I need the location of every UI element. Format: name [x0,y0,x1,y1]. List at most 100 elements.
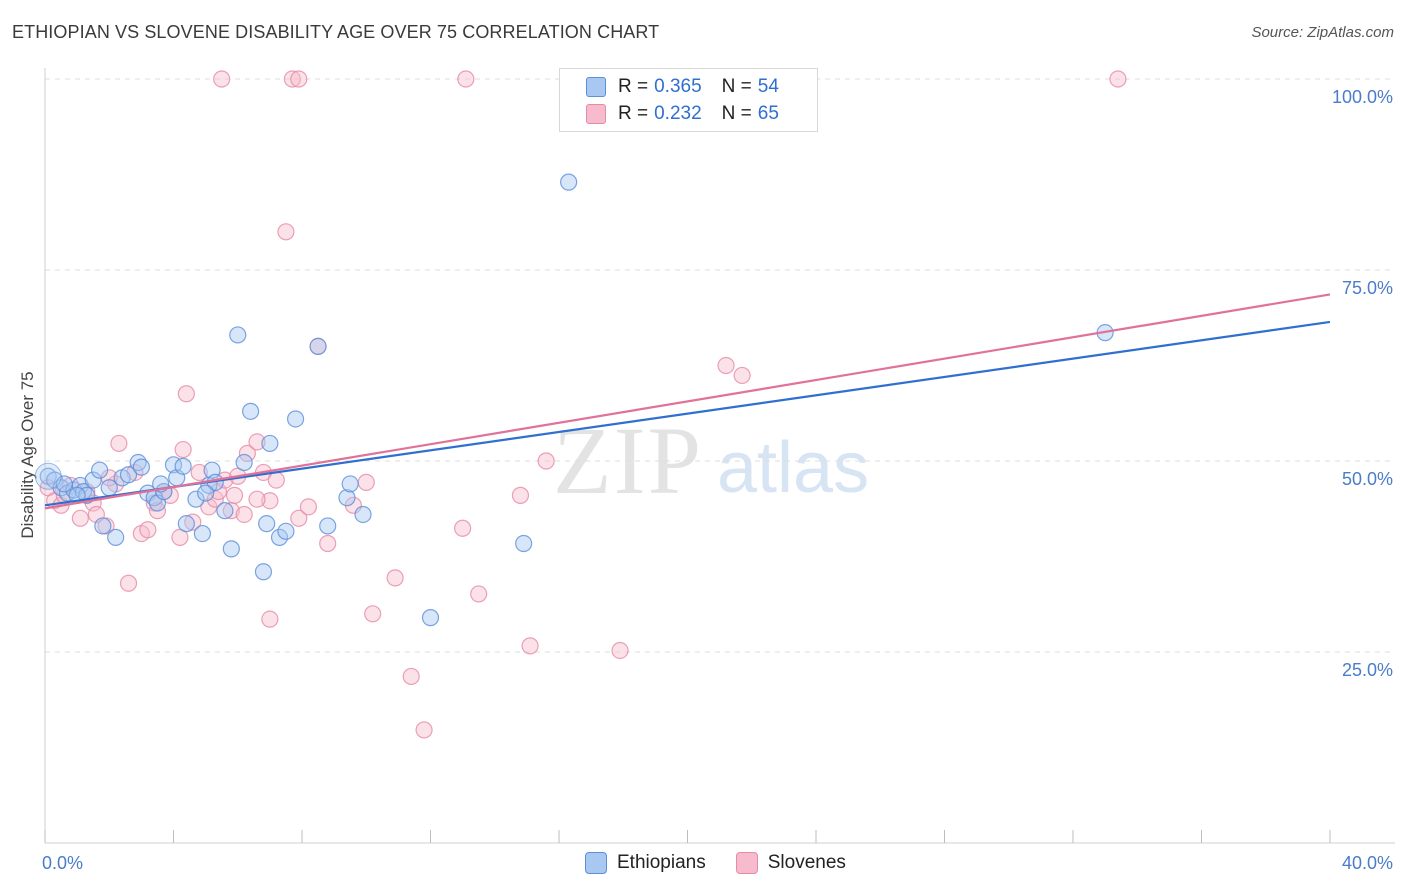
data-point [193,524,212,543]
data-point [454,519,472,537]
tick-labels: 25.0% 50.0% 75.0% 100.0% 0.0% 40.0% [42,87,1393,873]
data-point [248,490,266,508]
data-point [290,509,308,527]
legend-r-label: R = [618,76,649,97]
trend-line [44,293,1331,510]
trend-line [44,320,1331,507]
data-point [213,70,231,88]
legend-r-label: R = [618,103,649,124]
legend-swatch-pink [586,104,606,124]
data-point [319,534,337,553]
legend-n-value: 54 [757,76,779,97]
data-point [261,434,279,453]
data-point [277,522,295,540]
correlation-legend: R = 0.365 N = 54 R = 0.232 N = 65 [559,68,818,132]
data-point [270,528,289,547]
data-point [521,637,539,655]
data-point [717,356,735,375]
y-tick-label: 50.0% [1342,469,1393,489]
data-point [177,385,195,403]
y-tick-label: 100.0% [1332,87,1393,107]
legend-n-label: N = [721,103,752,124]
data-point [364,605,382,623]
y-tick-label: 25.0% [1342,660,1393,680]
legend-label-ethiopians: Ethiopians [617,852,706,873]
data-point [319,517,337,535]
data-point [174,457,192,475]
data-point [119,466,138,484]
data-point [110,434,128,453]
data-point [283,70,301,88]
data-point [354,505,372,524]
data-point [129,453,147,472]
data-point [267,471,285,489]
data-point [174,440,192,459]
data-point [341,475,359,493]
data-point [560,173,578,191]
data-point [91,461,109,479]
data-point [537,452,555,470]
data-point [197,484,215,502]
data-point [470,585,488,603]
legend-label-slovenes: Slovenes [767,852,846,873]
legend-row-ethiopians: R = 0.365 N = 54 [586,74,779,100]
data-point [235,505,253,524]
data-point [139,521,157,539]
data-point [511,486,530,504]
data-point [733,366,751,385]
legend-n-value: 65 [757,103,779,124]
data-point [171,528,189,547]
data-point [338,489,356,507]
legend-r-value: 0.232 [654,103,702,124]
data-point [309,337,327,355]
data-point [258,515,276,533]
data-point [286,410,305,428]
data-point [299,498,318,516]
data-point [261,492,279,510]
legend-swatch-blue [585,852,607,874]
series-ethiopians [34,173,1114,627]
legend-item-ethiopians[interactable]: Ethiopians [585,852,706,874]
data-point [402,667,420,686]
series-legend: Ethiopians Slovenes [585,852,876,874]
data-point [357,473,375,491]
data-point [515,534,533,553]
data-point [1109,70,1127,88]
data-point [94,517,112,535]
data-point [225,486,244,504]
data-point [261,610,279,628]
data-point [119,574,138,592]
series-slovenes [39,70,1127,739]
legend-swatch-pink [735,852,758,874]
data-point [421,609,440,627]
data-point [254,563,273,581]
data-point [457,70,475,88]
watermark-atlas: atlas [717,428,870,508]
data-point [132,458,150,476]
data-point [290,70,308,88]
data-point [187,490,205,508]
y-tick-label: 75.0% [1342,278,1393,298]
legend-r-value: 0.365 [654,76,702,97]
data-point [190,463,208,482]
data-point [248,433,266,451]
legend-item-slovenes[interactable]: Slovenes [735,852,846,874]
data-point [177,515,195,533]
data-point [222,540,240,558]
data-point [238,444,256,462]
trend-lines [44,293,1331,510]
legend-row-slovenes: R = 0.232 N = 65 [586,101,779,127]
data-point [386,569,404,587]
chart-title: ETHIOPIAN VS SLOVENE DISABILITY AGE OVER… [12,22,660,42]
x-tick-label: 40.0% [1342,853,1393,873]
legend-n-label: N = [721,76,752,97]
data-point [107,528,125,547]
data-point [235,453,253,472]
data-point [216,502,234,520]
axes [44,68,1395,844]
data-point [242,402,260,420]
data-point [611,641,629,660]
data-point-cluster [34,462,62,490]
data-point [184,513,202,531]
